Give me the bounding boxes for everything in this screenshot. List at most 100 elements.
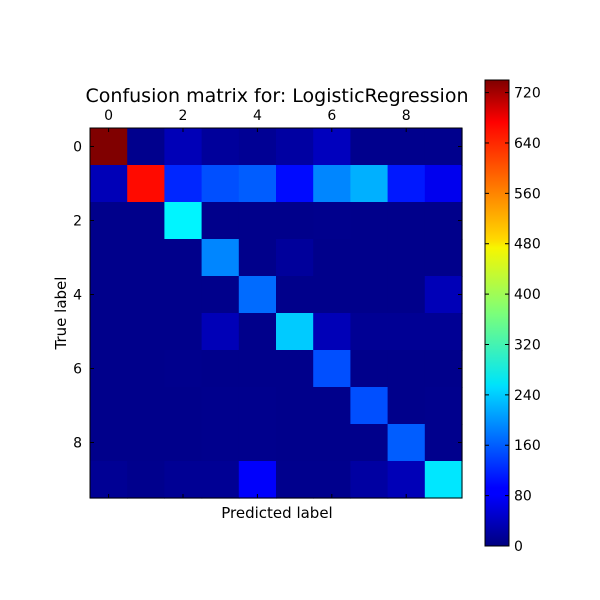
colorbar-tick-label: 320 (514, 337, 541, 353)
heatmap-cell (238, 424, 277, 462)
heatmap-cell (276, 165, 314, 203)
heatmap-cell (127, 128, 165, 166)
heatmap-cell (127, 165, 165, 203)
x-tick-label: 2 (179, 108, 188, 124)
y-axis-label: True label (52, 277, 70, 351)
colorbar-tick-label: 560 (514, 186, 541, 202)
heatmap-cell (313, 313, 351, 351)
colorbar-tick-label: 480 (514, 237, 541, 253)
heatmap-cell (313, 276, 351, 314)
y-axis-ticks: 0 2 4 6 8 (73, 140, 462, 452)
heatmap-cell (276, 387, 314, 425)
heatmap-cell (238, 202, 277, 240)
y-tick-label: 2 (73, 214, 82, 230)
heatmap-cell (201, 424, 240, 462)
heatmap-cell (424, 424, 463, 462)
heatmap-cell (238, 313, 277, 351)
heatmap-cell (238, 461, 277, 499)
heatmap-cell (201, 387, 240, 425)
heatmap-cell (164, 276, 203, 314)
x-tick-label: 6 (327, 108, 336, 124)
heatmap-cell (387, 424, 426, 462)
heatmap-cell (387, 165, 426, 203)
heatmap-cell (127, 461, 165, 499)
heatmap-cell (164, 165, 203, 203)
heatmap-cell (350, 276, 389, 314)
heatmap-cell (276, 424, 314, 462)
heatmap-cell (201, 202, 240, 240)
heatmap-cell (424, 202, 463, 240)
heatmap-cell (164, 424, 203, 462)
heatmap-cell (127, 202, 165, 240)
x-tick-label: 4 (253, 108, 262, 124)
heatmap-cell (90, 424, 128, 462)
heatmap-cell (127, 313, 165, 351)
heatmap-cell (201, 239, 240, 277)
heatmap-cell (387, 461, 426, 499)
heatmap-cell (424, 276, 463, 314)
heatmap-cell (424, 387, 463, 425)
heatmap-cell (313, 239, 351, 277)
y-tick-label: 4 (73, 288, 82, 304)
x-axis-label: Predicted label (221, 504, 332, 522)
heatmap-cell (201, 276, 240, 314)
heatmap-cell (276, 128, 314, 166)
heatmap-cell (350, 424, 389, 462)
heatmap-cell (164, 387, 203, 425)
heatmap-cell (313, 350, 351, 388)
colorbar (484, 79, 510, 547)
heatmap-cell (313, 128, 351, 166)
colorbar-tick-label: 80 (514, 489, 532, 505)
heatmap-cell (387, 276, 426, 314)
x-tick-label: 8 (402, 108, 411, 124)
heatmap-cell (90, 165, 128, 203)
heatmap-cell (387, 350, 426, 388)
heatmap-cell (387, 239, 426, 277)
heatmap-cell (164, 202, 203, 240)
colorbar-ticks: 0 80 160 240 320 400 480 560 640 720 (485, 86, 541, 555)
heatmap-cell (201, 165, 240, 203)
heatmap-cell (201, 128, 240, 166)
heatmap-cell (350, 165, 389, 203)
heatmap-cell (276, 202, 314, 240)
heatmap-cell (387, 128, 426, 166)
heatmap-cell (313, 424, 351, 462)
heatmap-cell (313, 202, 351, 240)
heatmap-cell (127, 387, 165, 425)
heatmap-cell (313, 387, 351, 425)
plot-frame (89, 127, 463, 499)
heatmap-cell (90, 461, 128, 499)
heatmap-cell (387, 387, 426, 425)
colorbar-tick-label: 640 (514, 136, 541, 152)
heatmap-cell (350, 350, 389, 388)
heatmap-cell (127, 239, 165, 277)
y-tick-label: 6 (73, 362, 82, 378)
heatmap-cell (201, 313, 240, 351)
heatmap-cell (350, 202, 389, 240)
colorbar-tick-label: 160 (514, 438, 541, 454)
colorbar-tick-label: 720 (514, 86, 541, 102)
heatmap-cell (350, 387, 389, 425)
heatmap-cell (424, 461, 463, 499)
heatmap-cell (238, 165, 277, 203)
heatmap-cell (424, 165, 463, 203)
heatmap-cell (90, 128, 128, 166)
x-axis-ticks: 0 2 4 6 8 (104, 108, 411, 498)
heatmap-cell (424, 239, 463, 277)
heatmap-cell (424, 313, 463, 351)
heatmap-cell (90, 387, 128, 425)
heatmap-cell (201, 350, 240, 388)
heatmap-cell (164, 461, 203, 499)
heatmap-cell (238, 128, 277, 166)
heatmap-cell (276, 461, 314, 499)
heatmap-cell (201, 461, 240, 499)
heatmap-cell (350, 461, 389, 499)
heatmap-cell (313, 461, 351, 499)
heatmap-cell (164, 350, 203, 388)
heatmap-cell (424, 128, 463, 166)
heatmap-cell (90, 276, 128, 314)
x-tick-label: 0 (104, 108, 113, 124)
colorbar-tick-label: 240 (514, 388, 541, 404)
heatmap-cell (387, 313, 426, 351)
